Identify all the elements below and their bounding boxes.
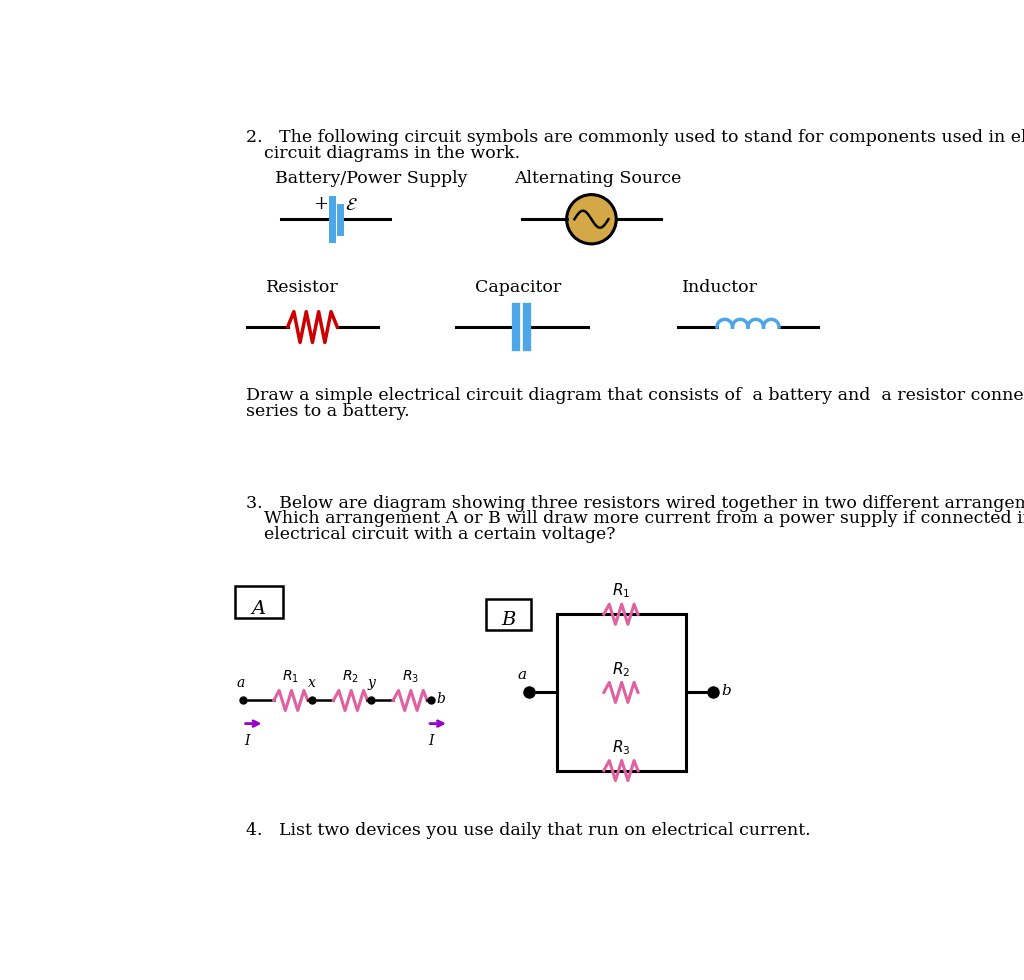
Text: electrical circuit with a certain voltage?: electrical circuit with a certain voltag… (263, 525, 615, 543)
Bar (234, 586, 283, 618)
Text: $R_2$: $R_2$ (342, 668, 358, 685)
Text: Capacitor: Capacitor (475, 279, 561, 296)
Text: $R_3$: $R_3$ (401, 668, 419, 685)
Text: $\mathcal{E}$: $\mathcal{E}$ (345, 196, 357, 214)
Circle shape (566, 195, 616, 244)
Text: Alternating Source: Alternating Source (514, 170, 681, 187)
Text: Battery/Power Supply: Battery/Power Supply (275, 170, 468, 187)
Text: series to a battery.: series to a battery. (246, 403, 410, 419)
Text: +: + (312, 195, 328, 213)
Text: Which arrangement A or B will draw more current from a power supply if connected: Which arrangement A or B will draw more … (263, 511, 1024, 527)
Text: I: I (245, 734, 250, 749)
Text: Resistor: Resistor (266, 279, 339, 296)
Text: 2.   The following circuit symbols are commonly used to stand for components use: 2. The following circuit symbols are com… (246, 129, 1024, 146)
Text: circuit diagrams in the work.: circuit diagrams in the work. (263, 144, 520, 162)
Text: B: B (502, 612, 516, 629)
Text: y: y (368, 676, 375, 690)
Text: A: A (252, 600, 266, 617)
Text: a: a (237, 676, 246, 690)
Text: $R_2$: $R_2$ (611, 660, 630, 678)
Text: $R_1$: $R_1$ (283, 668, 299, 685)
Text: $R_1$: $R_1$ (611, 582, 630, 601)
Text: a: a (517, 667, 526, 682)
Bar (486, 599, 531, 629)
Text: I: I (429, 734, 434, 749)
Text: b: b (721, 684, 731, 698)
Text: Draw a simple electrical circuit diagram that consists of  a battery and  a resi: Draw a simple electrical circuit diagram… (246, 387, 1024, 404)
Text: Inductor: Inductor (682, 279, 758, 296)
Text: 4.   List two devices you use daily that run on electrical current.: 4. List two devices you use daily that r… (246, 822, 810, 839)
Text: x: x (308, 676, 315, 690)
Text: 3.   Below are diagram showing three resistors wired together in two different a: 3. Below are diagram showing three resis… (246, 495, 1024, 512)
Text: b: b (436, 692, 445, 706)
Text: $R_3$: $R_3$ (611, 738, 630, 757)
